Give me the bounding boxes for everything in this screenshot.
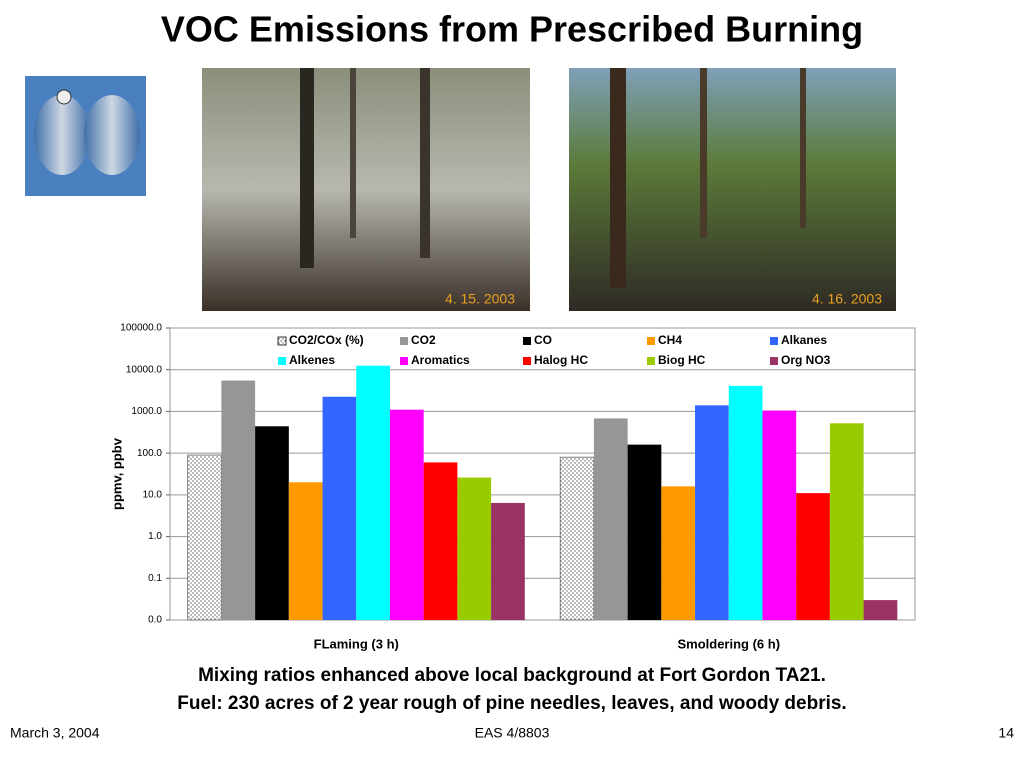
bar [829,423,864,620]
legend-swatch [770,337,778,345]
photo-date: 4. 16. 2003 [812,291,882,307]
caption: Fuel: 230 acres of 2 year rough of pine … [177,693,846,714]
canister-image [25,76,146,196]
bar [255,426,289,620]
legend-label: Aromatics [411,353,470,367]
legend-swatch [278,357,286,365]
smoldering-photo: 4. 16. 2003 [569,68,896,311]
bar [661,486,696,620]
bar [593,418,628,620]
bar [559,456,595,621]
y-tick-label: 1.0 [148,531,162,542]
bar [389,409,424,620]
bar [796,493,830,620]
legend-label: Alkenes [289,353,335,367]
photo-date: 4. 15. 2003 [445,291,515,307]
bar [491,502,525,620]
chart: 0.0 0.1 1.0 10.0 100.0 1000.0 10000.0 100000.0 F… [120,323,916,651]
y-tick-label: 100.0 [137,448,162,459]
legend-swatch [770,357,778,365]
bar [322,396,357,620]
caption: Mixing ratios enhanced above local backg… [198,665,826,686]
bar [457,477,492,620]
legend-label: Biog HC [658,353,706,367]
y-tick-label: 1000.0 [131,406,162,417]
y-tick-label: 100000.0 [120,323,162,334]
footer-course: EAS 4/8803 [475,725,550,741]
y-tick-label: 0.0 [148,615,162,626]
y-tick-label: 0.1 [148,573,162,584]
legend-swatch [400,337,408,345]
legend-label: Alkanes [781,333,827,347]
slide-title: VOC Emissions from Prescribed Burning [161,9,863,50]
bar [356,365,390,620]
legend-label: CO [534,333,552,347]
bar [695,405,729,620]
bar [187,454,222,621]
legend-swatch [647,357,655,365]
bar [423,462,458,620]
legend-swatch [523,337,531,345]
bar [288,482,323,620]
legend-label: CH4 [658,333,682,347]
y-tick-label: 10.0 [143,489,163,500]
legend-swatch [647,337,655,345]
legend-swatch [523,357,531,365]
y-tick-label: 10000.0 [126,364,163,375]
legend-label: Halog HC [534,353,588,367]
x-tick-label: Smoldering (6 h) [677,636,780,651]
bar [728,385,763,620]
bar [762,410,797,620]
legend-label: CO2 [411,333,436,347]
bar [221,380,256,620]
legend-label: Org NO3 [781,353,831,367]
footer-page: 14 [998,725,1014,741]
legend-swatch [400,357,408,365]
y-axis-label: ppmv, ppbv [109,437,124,510]
bar [863,600,898,620]
footer-date: March 3, 2004 [10,725,100,741]
bar [627,444,662,620]
legend-label: CO2/COx (%) [289,333,364,347]
flaming-photo: 4. 15. 2003 [202,68,530,311]
legend-swatch [277,336,287,346]
x-tick-label: FLaming (3 h) [314,636,399,651]
